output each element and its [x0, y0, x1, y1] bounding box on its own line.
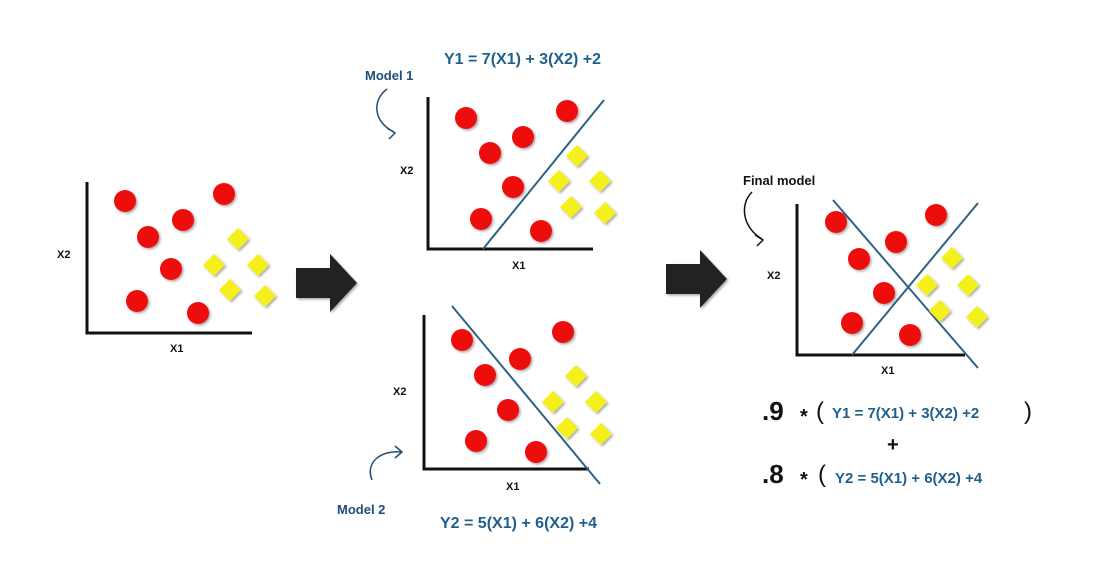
times-operator-2: *: [800, 469, 808, 491]
red-circle-point: [160, 258, 182, 280]
plot-model1: Y1 = 7(X1) + 3(X2) +2 Model 1 X2 X1: [365, 51, 616, 272]
model2-equation: Y2 = 5(X1) + 6(X2) +4: [440, 515, 597, 532]
arrow-right-icon: [296, 254, 357, 312]
red-circle-point: [848, 248, 870, 270]
red-circle-point: [455, 107, 477, 129]
final-term-1: Y1 = 7(X1) + 3(X2) +2: [832, 405, 979, 422]
red-circle-point: [925, 204, 947, 226]
final-boundary-model1: [851, 202, 979, 356]
red-circle-point: [502, 176, 524, 198]
model1-equation: Y1 = 7(X1) + 3(X2) +2: [444, 51, 601, 68]
plot-model1-y-label: X2: [400, 165, 413, 177]
plot-model1-x-label: X1: [512, 260, 525, 272]
arrow-right-icon: [666, 250, 727, 308]
yellow-diamond-point: [966, 306, 988, 328]
plot-model2-y-label: X2: [393, 386, 406, 398]
yellow-diamond-point: [585, 391, 607, 413]
close-paren-1: ): [1024, 398, 1032, 425]
yellow-diamond-point: [254, 285, 276, 307]
yellow-diamond-point: [929, 300, 951, 322]
red-circle-point: [873, 282, 895, 304]
yellow-diamond-point: [957, 274, 979, 296]
plot-final-y-label: X2: [767, 270, 780, 282]
plot-final: Final model X2 X1: [743, 173, 988, 377]
red-circle-point: [552, 321, 574, 343]
model1-decision-boundary: [482, 99, 605, 250]
red-circle-point: [525, 441, 547, 463]
plot-original-x-label: X1: [170, 343, 183, 355]
model1-label: Model 1: [365, 68, 413, 83]
red-circle-point: [187, 302, 209, 324]
red-circle-point: [470, 208, 492, 230]
red-circle-point: [474, 364, 496, 386]
model1-curved-arrow-icon: [376, 88, 395, 133]
red-circle-point: [172, 209, 194, 231]
red-circle-point: [465, 430, 487, 452]
final-curved-arrow-icon: [743, 191, 763, 240]
yellow-diamond-point: [203, 254, 225, 276]
red-circle-point: [556, 100, 578, 122]
yellow-diamond-point: [594, 202, 616, 224]
open-paren-2: (: [818, 461, 826, 488]
red-circle-point: [126, 290, 148, 312]
final-model-label: Final model: [743, 173, 815, 188]
plus-operator: +: [887, 434, 899, 456]
red-circle-point: [841, 312, 863, 334]
plot-final-x-label: X1: [881, 365, 894, 377]
final-boundary-model2: [832, 199, 979, 369]
times-operator-1: *: [800, 406, 808, 428]
yellow-diamond-point: [548, 170, 570, 192]
yellow-diamond-point: [590, 423, 612, 445]
yellow-diamond-point: [565, 365, 587, 387]
red-circle-point: [509, 348, 531, 370]
red-circle-point: [825, 211, 847, 233]
plot-original-axes: [85, 182, 252, 335]
plot-original-y-label: X2: [57, 249, 70, 261]
plot-original: X2 X1: [57, 182, 276, 355]
red-circle-point: [497, 399, 519, 421]
yellow-diamond-point: [941, 247, 963, 269]
red-circle-point: [899, 324, 921, 346]
yellow-diamond-point: [556, 417, 578, 439]
plot-final-axes: [795, 204, 965, 357]
yellow-diamond-point: [566, 145, 588, 167]
red-circle-point: [114, 190, 136, 212]
model2-label: Model 2: [337, 502, 385, 517]
plot-model1-axes: [426, 97, 593, 251]
yellow-diamond-point: [916, 274, 938, 296]
yellow-diamond-point: [542, 391, 564, 413]
red-circle-point: [512, 126, 534, 148]
final-term-2: Y2 = 5(X1) + 6(X2) +4: [835, 470, 983, 487]
plot-model2-x-label: X1: [506, 481, 519, 493]
red-circle-point: [213, 183, 235, 205]
plot-model2: X2 X1 Model 2 Y2 = 5(X1) + 6(X2) +4: [337, 305, 612, 532]
yellow-diamond-point: [560, 196, 582, 218]
yellow-diamond-point: [247, 254, 269, 276]
yellow-diamond-point: [219, 279, 241, 301]
plot-model2-axes: [422, 315, 589, 471]
yellow-diamond-point: [227, 228, 249, 250]
red-circle-point: [137, 226, 159, 248]
weight-2: .8: [762, 459, 784, 489]
final-weighted-equation: .9 * ( Y1 = 7(X1) + 3(X2) +2 ) + .8 * ( …: [762, 396, 1032, 491]
yellow-diamond-point: [589, 170, 611, 192]
red-circle-point: [451, 329, 473, 351]
weight-1: .9: [762, 396, 784, 426]
open-paren-1: (: [816, 398, 824, 425]
red-circle-point: [479, 142, 501, 164]
model2-curved-arrow-icon: [369, 451, 402, 481]
model2-decision-boundary: [451, 305, 601, 485]
red-circle-point: [530, 220, 552, 242]
red-circle-point: [885, 231, 907, 253]
